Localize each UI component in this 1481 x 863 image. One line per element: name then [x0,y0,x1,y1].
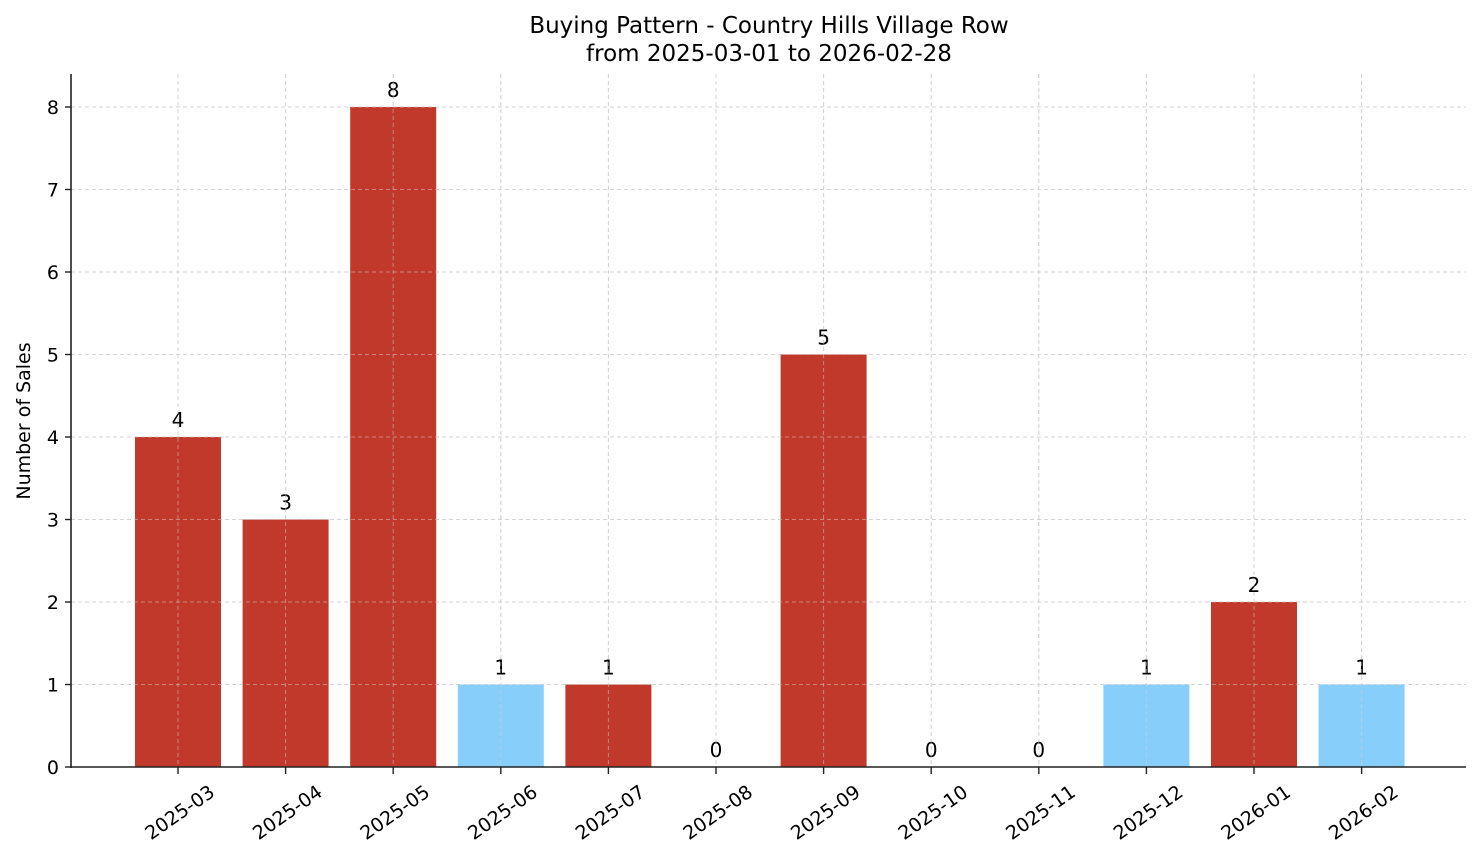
y-tick-label: 8 [47,97,59,119]
bar-value-label: 5 [817,326,830,350]
x-tick-label: 2025-04 [249,781,327,845]
x-tick-label: 2025-07 [572,781,650,845]
x-tick-label: 2025-08 [679,781,757,845]
x-tick-label: 2025-06 [464,781,542,845]
bar-value-label: 1 [494,656,507,680]
x-tick-label: 2025-05 [356,781,434,845]
x-tick-label: 2025-09 [787,781,865,845]
y-tick-label: 7 [47,180,59,202]
y-axis-label: Number of Sales [13,342,35,499]
chart-subtitle: from 2025-03-01 to 2026-02-28 [586,41,952,67]
x-tick-label: 2025-12 [1110,781,1188,845]
chart-title: Buying Pattern - Country Hills Village R… [529,13,1008,39]
y-tick-label: 1 [47,675,59,697]
x-tick-label: 2025-03 [141,781,219,845]
y-tick-label: 0 [47,757,59,779]
x-tick-label: 2026-02 [1325,781,1403,845]
y-tick-label: 6 [47,262,59,284]
x-tick-label: 2026-01 [1217,781,1295,845]
bar-value-label: 1 [602,656,615,680]
bar-value-label: 1 [1140,656,1153,680]
y-tick-label: 3 [47,510,59,532]
x-tick-label: 2025-10 [894,781,972,845]
y-tick-label: 2 [47,592,59,614]
x-tick-label: 2025-11 [1002,781,1080,845]
y-tick-label: 5 [47,345,59,367]
bar-value-label: 1 [1355,656,1368,680]
y-tick-label: 4 [47,427,59,449]
